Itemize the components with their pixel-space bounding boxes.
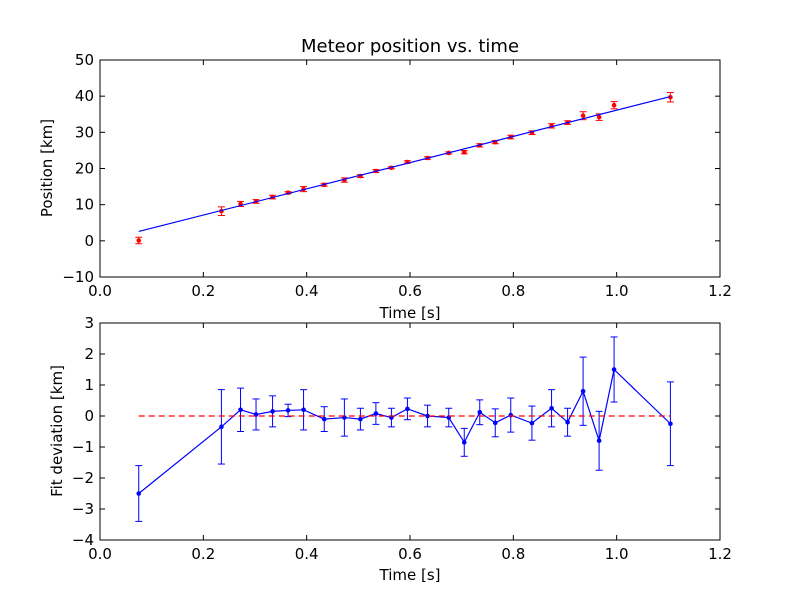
data-point <box>611 367 617 372</box>
data-point <box>461 149 467 155</box>
deviation-y-tick-label: 2 <box>84 345 94 363</box>
data-point <box>596 438 602 444</box>
position-y-tick-label: 50 <box>75 51 94 69</box>
data-point <box>580 388 586 394</box>
position-y-tick-label: 30 <box>75 123 94 141</box>
deviation-y-tick-label: −2 <box>72 469 94 487</box>
data-point <box>529 420 535 426</box>
position-x-tick-label: 0.0 <box>88 282 112 300</box>
chart-title: Meteor position vs. time <box>301 36 519 57</box>
deviation-axis-ticks: 0.0 0.2 0.4 0.6 0.8 1.0 1.2 −4 −3 −2 −1 0 1 2 3 <box>72 314 732 563</box>
data-point <box>492 420 498 426</box>
data-point <box>373 411 379 416</box>
data-point <box>405 406 410 412</box>
data-point <box>596 114 602 120</box>
position-x-tick-label: 0.8 <box>501 282 525 300</box>
position-y-tick-label: 20 <box>75 160 94 178</box>
position-x-tick-label: 1.0 <box>605 282 629 300</box>
deviation-plot-area <box>135 336 674 522</box>
position-x-axis-label: Time [s] <box>379 304 441 322</box>
data-point <box>238 407 243 413</box>
data-point <box>565 419 570 425</box>
deviation-y-axis-label: Fit deviation [km] <box>48 365 66 497</box>
data-point <box>668 94 673 100</box>
data-point <box>253 412 259 417</box>
data-point <box>358 416 363 422</box>
deviation-x-tick-label: 0.0 <box>88 545 112 563</box>
data-point <box>136 238 142 243</box>
deviation-x-tick-label: 0.2 <box>191 545 215 563</box>
data-point <box>285 408 291 413</box>
deviation-subplot: 0.0 0.2 0.4 0.6 0.8 1.0 1.2 −4 −3 −2 −1 0 1 2 3 Time [… <box>48 314 732 584</box>
position-x-tick-label: 1.2 <box>708 282 732 300</box>
data-point <box>668 421 673 427</box>
data-point <box>301 407 306 413</box>
data-point <box>549 405 554 411</box>
fit-line <box>138 95 671 233</box>
data-point <box>270 409 275 414</box>
deviation-y-tick-label: −1 <box>72 438 94 456</box>
data-point <box>425 413 430 419</box>
deviation-y-tick-label: −3 <box>72 500 94 518</box>
position-subplot: Meteor position vs. time 0.0 0.2 0.4 0.6 0.8… <box>38 36 732 322</box>
data-point <box>580 113 586 118</box>
deviation-x-tick-label: 0.4 <box>295 545 319 563</box>
position-axis-ticks: 0.0 0.2 0.4 0.6 0.8 1.0 1.2 −10 0 10 20 30 40 50 <box>62 51 732 300</box>
data-point <box>461 440 467 445</box>
position-y-axis-label: Position [km] <box>38 119 56 217</box>
data-point <box>136 491 142 496</box>
deviation-y-tick-label: 3 <box>84 314 94 332</box>
deviation-x-tick-label: 1.0 <box>605 545 629 563</box>
data-point <box>508 412 514 418</box>
deviation-x-axis-label: Time [s] <box>379 566 441 584</box>
position-y-tick-label: −10 <box>62 268 94 286</box>
position-y-tick-label: 10 <box>75 196 94 214</box>
position-x-tick-label: 0.2 <box>191 282 215 300</box>
data-point <box>611 102 617 108</box>
deviation-y-tick-label: −4 <box>72 531 94 549</box>
position-y-tick-label: 40 <box>75 87 94 105</box>
position-plot-area <box>135 92 674 245</box>
deviation-x-tick-label: 0.8 <box>501 545 525 563</box>
data-point <box>219 424 224 430</box>
position-y-tick-label: 0 <box>84 232 94 250</box>
deviation-y-tick-label: 1 <box>84 376 94 394</box>
data-point <box>321 416 327 422</box>
position-x-tick-label: 0.4 <box>295 282 319 300</box>
deviation-x-tick-label: 1.2 <box>708 545 732 563</box>
deviation-line <box>138 368 671 494</box>
position-x-tick-label: 0.6 <box>398 282 422 300</box>
data-point <box>477 409 483 415</box>
deviation-y-tick-label: 0 <box>84 407 94 425</box>
deviation-x-tick-label: 0.6 <box>398 545 422 563</box>
